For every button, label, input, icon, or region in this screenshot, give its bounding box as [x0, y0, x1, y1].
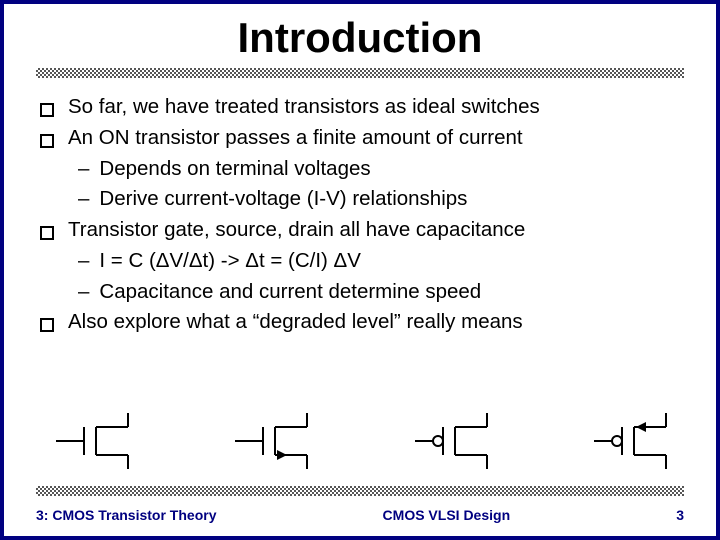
footer-center: CMOS VLSI Design: [216, 507, 676, 523]
bullet-item: Transistor gate, source, drain all have …: [40, 215, 680, 246]
nmos-transistor-symbol: [225, 409, 315, 473]
bullet-item: An ON transistor passes a finite amount …: [40, 123, 680, 154]
slide-title: Introduction: [4, 14, 716, 62]
sub-bullet-text: Capacitance and current determine speed: [99, 277, 481, 308]
square-bullet-icon: [40, 318, 54, 332]
footer-page-number: 3: [676, 507, 684, 523]
transistor-icon: [225, 409, 315, 473]
bullet-text: Also explore what a “degraded level” rea…: [68, 307, 523, 338]
dash-bullet-icon: –: [78, 277, 89, 308]
square-bullet-icon: [40, 226, 54, 240]
sub-bullet-text: I = C (ΔV/Δt) -> Δt = (C/I) ΔV: [99, 246, 361, 277]
pmos-transistor-symbol: [584, 409, 674, 473]
bullet-text: So far, we have treated transistors as i…: [68, 92, 540, 123]
footer-left: 3: CMOS Transistor Theory: [36, 507, 216, 523]
square-bullet-icon: [40, 134, 54, 148]
nmos-transistor-symbol: [46, 409, 136, 473]
dash-bullet-icon: –: [78, 154, 89, 185]
sub-bullet-item: –Depends on terminal voltages: [40, 154, 680, 185]
transistor-icon: [584, 409, 674, 473]
sub-bullet-text: Derive current-voltage (I-V) relationshi…: [99, 184, 467, 215]
bullet-list: So far, we have treated transistors as i…: [40, 92, 680, 338]
dash-bullet-icon: –: [78, 184, 89, 215]
sub-bullet-text: Depends on terminal voltages: [99, 154, 370, 185]
bullet-text: An ON transistor passes a finite amount …: [68, 123, 523, 154]
footer-hatch: [36, 486, 684, 496]
title-underline-hatch: [36, 68, 684, 78]
content-area: So far, we have treated transistors as i…: [4, 78, 716, 338]
sub-bullet-item: –Capacitance and current determine speed: [40, 277, 680, 308]
dash-bullet-icon: –: [78, 246, 89, 277]
bullet-text: Transistor gate, source, drain all have …: [68, 215, 525, 246]
transistor-icon: [46, 409, 136, 473]
transistor-diagrams: [46, 406, 674, 476]
sub-bullet-item: –I = C (ΔV/Δt) -> Δt = (C/I) ΔV: [40, 246, 680, 277]
footer: 3: CMOS Transistor Theory CMOS VLSI Desi…: [36, 504, 684, 526]
pmos-transistor-symbol: [405, 409, 495, 473]
transistor-icon: [405, 409, 495, 473]
bullet-item: So far, we have treated transistors as i…: [40, 92, 680, 123]
square-bullet-icon: [40, 103, 54, 117]
bullet-item: Also explore what a “degraded level” rea…: [40, 307, 680, 338]
slide: Introduction So far, we have treated tra…: [0, 0, 720, 540]
sub-bullet-item: –Derive current-voltage (I-V) relationsh…: [40, 184, 680, 215]
